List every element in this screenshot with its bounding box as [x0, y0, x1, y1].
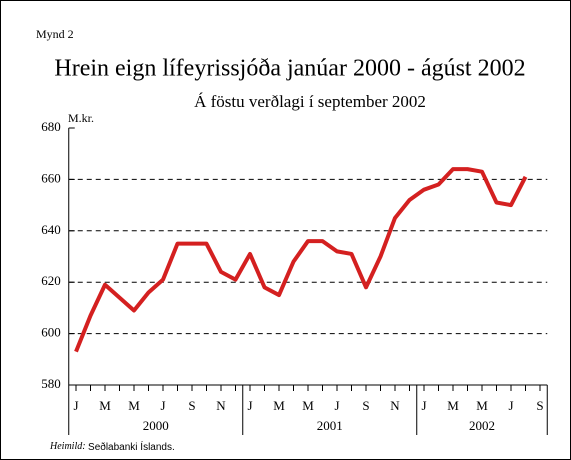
y-tick-label: 580 — [41, 376, 61, 391]
chart-subtitle: Á föstu verðlagi í september 2002 — [194, 92, 426, 111]
y-tick-label: 620 — [41, 273, 61, 288]
year-label: 2002 — [469, 418, 495, 433]
x-tick-label: J — [508, 398, 513, 413]
x-tick-label: M — [273, 398, 285, 413]
year-label: 2000 — [143, 418, 169, 433]
x-tick-label: J — [73, 398, 78, 413]
x-tick-label: M — [302, 398, 314, 413]
x-tick-label: S — [188, 398, 195, 413]
x-tick-label: J — [160, 398, 165, 413]
x-tick-label: M — [476, 398, 488, 413]
x-tick-label: J — [334, 398, 339, 413]
x-tick-label: M — [128, 398, 140, 413]
data-line — [74, 167, 528, 353]
y-tick-label: 600 — [41, 325, 61, 340]
x-tick-label: N — [390, 398, 400, 413]
y-tick-label: 640 — [41, 222, 61, 237]
chart-title: Hrein eign lífeyrissjóða janúar 2000 - á… — [54, 56, 525, 82]
figure-label: Mynd 2 — [36, 27, 74, 41]
x-tick-label: M — [447, 398, 459, 413]
source: Heimild: Seðlabanki Íslands. — [49, 440, 175, 453]
source-label: Heimild: — [49, 441, 86, 452]
x-tick-label: S — [362, 398, 369, 413]
y-axis-label: M.kr. — [68, 111, 94, 125]
y-tick-label: 680 — [41, 119, 61, 134]
x-tick-label: J — [247, 398, 252, 413]
x-tick-label: S — [536, 398, 543, 413]
year-label: 2001 — [317, 418, 343, 433]
x-tick-label: J — [421, 398, 426, 413]
x-tick-label: N — [216, 398, 226, 413]
source-text: Seðlabanki Íslands. — [88, 440, 175, 453]
y-tick-label: 660 — [41, 170, 61, 185]
x-tick-label: M — [99, 398, 111, 413]
